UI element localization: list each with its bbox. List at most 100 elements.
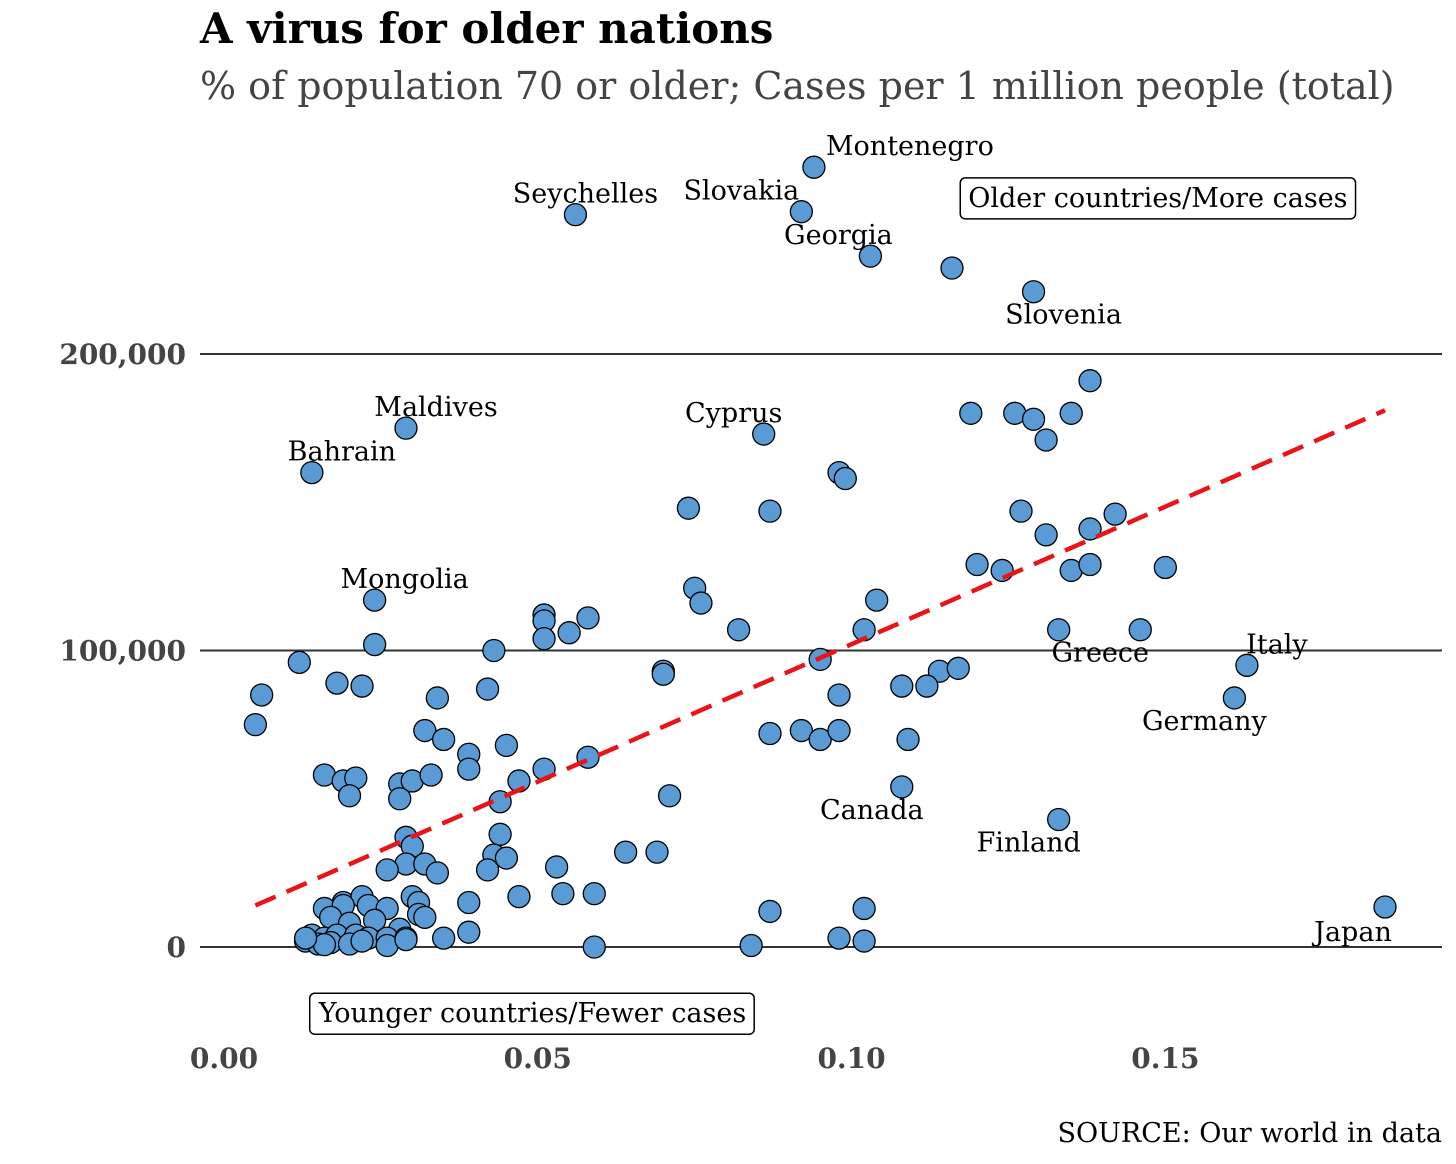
scatter-point	[1153, 555, 1178, 580]
x-axis-ticks: 0.00 0.05 0.10 0.15	[190, 1042, 1200, 1075]
scatter-point	[325, 671, 349, 695]
scatter-point	[613, 840, 638, 864]
country-label: Slovakia	[683, 176, 799, 207]
country-label: Cyprus	[685, 398, 782, 429]
scatter-point	[789, 718, 814, 743]
scatter-point	[563, 202, 588, 227]
scatter-point	[557, 621, 581, 645]
scatter-point	[1034, 523, 1058, 547]
country-label: Seychelles	[513, 179, 658, 210]
chart-subtitle: % of population 70 or older; Cases per 1…	[200, 64, 1395, 108]
scatter-point	[362, 588, 387, 612]
scatter-point	[394, 927, 418, 952]
country-label: Germany	[1142, 706, 1268, 737]
scatter-point	[475, 677, 500, 701]
scatter-point	[959, 401, 983, 425]
trend-line-group	[254, 408, 1386, 908]
scatter-point	[431, 727, 456, 752]
trend-line	[254, 408, 1386, 908]
annotation-box: Younger countries/Fewer cases	[308, 992, 755, 1035]
scatter-point	[890, 674, 914, 698]
country-label: Bahrain	[288, 437, 396, 468]
scatter-point	[243, 712, 268, 737]
y-tick-label: 0	[167, 931, 186, 964]
annotation-boxes: Older countries/More cases Younger countr…	[308, 177, 1357, 1035]
scatter-point	[890, 775, 914, 799]
scatter-point	[1021, 280, 1046, 304]
scatter-point	[250, 683, 274, 707]
scatter-point	[758, 499, 782, 523]
country-label: Finland	[977, 828, 1081, 859]
data-points	[243, 155, 1397, 959]
scatter-point	[576, 606, 600, 630]
scatter-point	[833, 466, 857, 491]
y-axis-ticks: 0 100,000 200,000	[59, 338, 186, 964]
scatter-point	[544, 855, 569, 879]
scatter-point	[1078, 369, 1102, 393]
scatter-point	[551, 881, 575, 906]
scatter-point	[300, 460, 324, 485]
annotation-text: Older countries/More cases	[968, 183, 1347, 214]
scatter-point	[494, 846, 519, 870]
x-tick-label: 0.00	[190, 1042, 258, 1075]
scatter-point	[657, 784, 682, 808]
scatter-point	[337, 784, 362, 808]
source-note: SOURCE: Our world in data	[1057, 1118, 1443, 1149]
country-label: Maldives	[374, 392, 497, 423]
scatter-point	[293, 926, 318, 950]
country-label: Japan	[1311, 917, 1392, 948]
scatter-point	[726, 618, 751, 642]
scatter-point	[1021, 407, 1046, 431]
y-tick-label: 100,000	[59, 635, 186, 668]
scatter-point	[1034, 428, 1058, 452]
country-label: Greece	[1051, 638, 1149, 669]
scatter-point	[1078, 552, 1102, 577]
scatter-point	[752, 422, 776, 446]
x-tick-label: 0.15	[1131, 1042, 1199, 1075]
scatter-point	[1047, 618, 1071, 642]
scatter-point	[1078, 517, 1102, 541]
scatter-point	[419, 763, 443, 787]
country-labels: Montenegro Seychelles Slovakia Georgia Slove…	[288, 131, 1392, 948]
scatter-point	[858, 244, 883, 268]
scatter-point	[827, 718, 851, 743]
scatter-point	[482, 638, 506, 663]
scatter-point	[457, 757, 481, 781]
x-tick-label: 0.05	[504, 1042, 572, 1075]
scatter-point	[362, 632, 387, 657]
scatter-point	[651, 662, 675, 686]
scatter-point	[475, 858, 500, 882]
x-tick-label: 0.10	[817, 1042, 885, 1075]
scatter-point	[865, 588, 889, 612]
scatter-point	[758, 899, 782, 924]
scatter-point	[965, 552, 989, 577]
scatter-point	[350, 929, 374, 953]
annotation-frame	[308, 992, 755, 1035]
scatter-point	[287, 650, 311, 675]
scatter-point	[413, 905, 437, 929]
scatter-point	[1373, 895, 1397, 919]
country-label: Italy	[1246, 629, 1308, 660]
scatter-point	[350, 674, 374, 698]
scatter-point	[990, 558, 1014, 583]
scatter-point	[488, 822, 512, 846]
scatter-point	[1235, 653, 1259, 677]
country-label: Slovenia	[1005, 300, 1122, 331]
scatter-point	[852, 896, 876, 921]
scatter-point	[1047, 807, 1071, 832]
scatter-point	[425, 861, 450, 885]
scatter-point	[940, 256, 964, 280]
scatter-point	[457, 890, 481, 915]
annotation-text: Younger countries/Fewer cases	[318, 998, 746, 1029]
chart-title: A virus for older nations	[200, 4, 774, 53]
scatter-point	[507, 884, 531, 909]
scatter-point	[425, 686, 450, 710]
scatter-point	[645, 840, 669, 864]
scatter-point	[582, 881, 606, 906]
scatter-point	[827, 926, 851, 950]
scatter-point	[758, 721, 782, 746]
scatter-point	[394, 416, 418, 440]
scatter-point	[946, 656, 970, 680]
country-label: Montenegro	[826, 131, 994, 162]
